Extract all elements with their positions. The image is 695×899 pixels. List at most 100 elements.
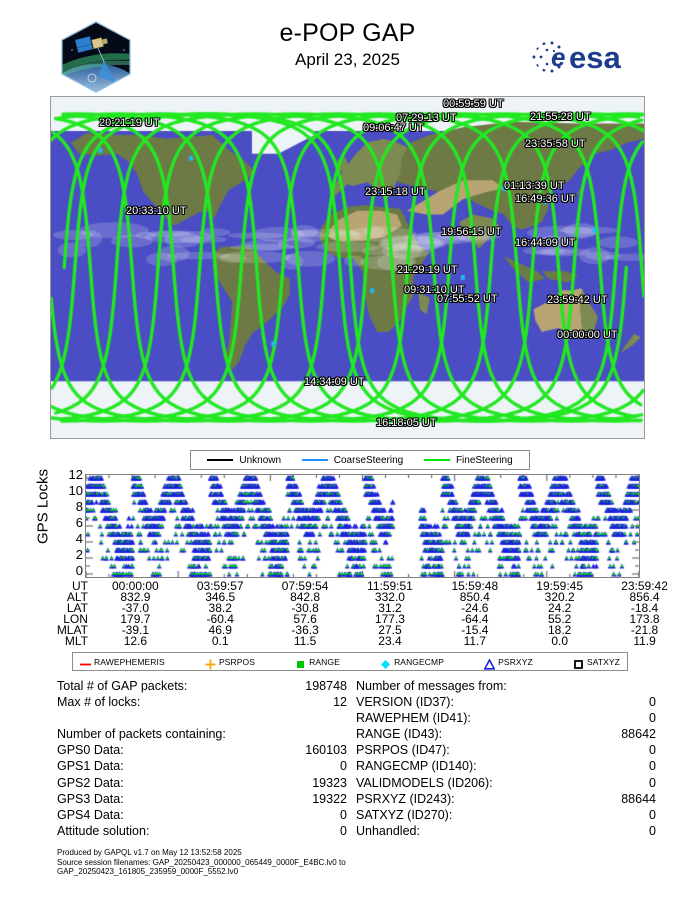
footer-source-files-2: GAP_20250423_161805_235959_0000F_5552.lv… <box>57 867 677 877</box>
msg-legend-label-satxyz: SATXYZ <box>587 657 620 667</box>
gps-locks-canvas <box>86 475 639 577</box>
packet-stat-row: Attitude solution: 0 <box>57 823 347 839</box>
ground-track-map: 00:59:59 UT 20:21:19 UT 07:29:13 UT 21:55:2… <box>50 96 645 439</box>
msg-legend-marker-osquare-icon <box>573 657 583 667</box>
legend-label-coarsesteering: CoarseSteering <box>334 455 403 466</box>
legend-swatch-coarsesteering <box>302 459 328 461</box>
stats-heading-packets-containing: Number of packets containing: <box>57 726 347 742</box>
ephemeris-cell: 23.4 <box>348 636 433 647</box>
locks-y-axis-label: GPS Locks <box>35 457 52 557</box>
stat-row-max-locks: Max # of locks: 12 <box>57 694 347 710</box>
svg-text:esa: esa <box>569 40 621 75</box>
packet-stat-row: GPS1 Data: 0 <box>57 758 347 774</box>
msg-legend-entry-rangecmp: RANGECMP <box>380 657 444 667</box>
ephemeris-cell: 0.0 <box>517 636 602 647</box>
legend-entry-finesteering: FineSteering <box>424 455 513 466</box>
message-stat-row: VERSION (ID37): 0 <box>356 694 656 710</box>
page-header: CASSIOPE e-POP GAP April 23, 2025 <box>0 0 695 96</box>
stats-spacer <box>57 710 347 726</box>
messages-from-list: VERSION (ID37): 0 RAWEPHEM (ID41): 0 RANGE (… <box>356 694 656 839</box>
map-legend: Unknown CoarseSteering FineSteering <box>190 450 530 470</box>
ephemeris-key-mlt: MLT <box>42 636 93 647</box>
msg-legend-marker-square-icon <box>295 657 305 667</box>
footer: Produced by GAPQL v1.7 on May 12 13:52:5… <box>57 848 677 877</box>
msg-legend-label-rawephemeris: RAWEPHEMERIS <box>94 657 165 667</box>
message-stat-label: RANGE (ID43): <box>356 726 442 742</box>
ephemeris-table: UT 00:00:00 03:59:57 07:59:54 11:59:51 15:59:… <box>42 581 687 647</box>
message-stat-row: VALIDMODELS (ID206): 0 <box>356 775 656 791</box>
packet-stat-label: GPS0 Data: <box>57 742 124 758</box>
msg-legend-label-rangecmp: RANGECMP <box>394 657 444 667</box>
message-stat-label: RANGECMP (ID140): <box>356 758 477 774</box>
msg-legend-entry-psrxyz: PSRXYZ <box>484 657 533 667</box>
legend-label-finesteering: FineSteering <box>456 455 513 466</box>
packet-stat-value: 0 <box>340 807 347 823</box>
legend-swatch-unknown <box>207 459 233 461</box>
statistics-section: Total # of GAP packets: 198748 Max # of … <box>0 678 695 838</box>
locks-ytick-8: 8 <box>55 500 83 513</box>
map-canvas <box>51 97 644 438</box>
message-stat-label: Unhandled: <box>356 823 420 839</box>
message-stat-row: SATXYZ (ID270): 0 <box>356 807 656 823</box>
stat-label-total-packets: Total # of GAP packets: <box>57 678 187 694</box>
locks-ytick-6: 6 <box>55 516 83 529</box>
ephemeris-row-mlt: MLT 12.6 0.1 11.5 23.4 11.7 0.0 11.9 <box>42 636 687 647</box>
ephemeris-cell: 11.5 <box>263 636 348 647</box>
message-stat-row: Unhandled: 0 <box>356 823 656 839</box>
packets-containing-list: GPS0 Data: 160103 GPS1 Data: 0 GPS2 Data: 193… <box>57 742 347 839</box>
packet-stat-row: GPS2 Data: 19323 <box>57 775 347 791</box>
statistics-right-column: Number of messages from: VERSION (ID37):… <box>356 678 656 839</box>
packet-stat-row: GPS4 Data: 0 <box>57 807 347 823</box>
stats-heading-messages-from: Number of messages from: <box>356 678 656 694</box>
packet-stat-value: 160103 <box>305 742 347 758</box>
message-stat-row: RANGE (ID43): 88642 <box>356 726 656 742</box>
packet-stat-label: GPS2 Data: <box>57 775 124 791</box>
packet-stat-value: 0 <box>340 823 347 839</box>
legend-swatch-finesteering <box>424 459 450 461</box>
locks-ytick-10: 10 <box>55 484 83 497</box>
legend-label-unknown: Unknown <box>239 455 281 466</box>
msg-legend-marker-diamond-icon <box>380 657 390 667</box>
message-stat-row: RANGECMP (ID140): 0 <box>356 758 656 774</box>
message-stat-value: 88642 <box>621 726 656 742</box>
packet-stat-label: GPS1 Data: <box>57 758 124 774</box>
message-stat-label: VERSION (ID37): <box>356 694 454 710</box>
svg-text:e: e <box>551 42 565 72</box>
message-type-legend: RAWEPHEMERIS PSRPOS RANGE RANGECMP PSRXYZ SAT… <box>72 652 628 671</box>
msg-legend-entry-rawephemeris: RAWEPHEMERIS <box>80 657 165 667</box>
msg-legend-entry-satxyz: SATXYZ <box>573 657 620 667</box>
ephemeris-cell: 12.6 <box>93 636 178 647</box>
packet-stat-row: GPS3 Data: 19322 <box>57 791 347 807</box>
packet-stat-label: Attitude solution: <box>57 823 149 839</box>
packet-stat-label: GPS4 Data: <box>57 807 124 823</box>
legend-entry-coarsesteering: CoarseSteering <box>302 455 403 466</box>
msg-legend-marker-dash-icon <box>80 657 90 667</box>
message-stat-label: RAWEPHEM (ID41): <box>356 710 471 726</box>
packet-stat-row: GPS0 Data: 160103 <box>57 742 347 758</box>
ephemeris-cell: 0.1 <box>178 636 263 647</box>
message-stat-label: PSRXYZ (ID243): <box>356 791 455 807</box>
ephemeris-cell: 11.7 <box>432 636 517 647</box>
message-stat-value: 88644 <box>621 791 656 807</box>
locks-ytick-2: 2 <box>55 548 83 561</box>
message-stat-row: RAWEPHEM (ID41): 0 <box>356 710 656 726</box>
msg-legend-label-psrpos: PSRPOS <box>219 657 255 667</box>
locks-y-tick-labels: 12 10 8 6 4 2 0 <box>55 470 83 582</box>
message-stat-label: PSRPOS (ID47): <box>356 742 450 758</box>
packet-stat-value: 19322 <box>312 791 347 807</box>
msg-legend-entry-psrpos: PSRPOS <box>205 657 255 667</box>
msg-legend-label-range: RANGE <box>309 657 340 667</box>
msg-legend-entry-range: RANGE <box>295 657 340 667</box>
message-stat-value: 0 <box>649 823 656 839</box>
msg-legend-label-psrxyz: PSRXYZ <box>498 657 533 667</box>
locks-ytick-12: 12 <box>55 468 83 481</box>
msg-legend-marker-triangle-icon <box>484 657 494 667</box>
ephemeris-cell: 11.9 <box>602 636 687 647</box>
message-stat-row: PSRXYZ (ID243): 88644 <box>356 791 656 807</box>
message-stat-value: 0 <box>649 775 656 791</box>
legend-entry-unknown: Unknown <box>207 455 281 466</box>
packet-stat-value: 0 <box>340 758 347 774</box>
message-stat-value: 0 <box>649 742 656 758</box>
stat-row-total-packets: Total # of GAP packets: 198748 <box>57 678 347 694</box>
footer-produced-by: Produced by GAPQL v1.7 on May 12 13:52:5… <box>57 848 677 858</box>
